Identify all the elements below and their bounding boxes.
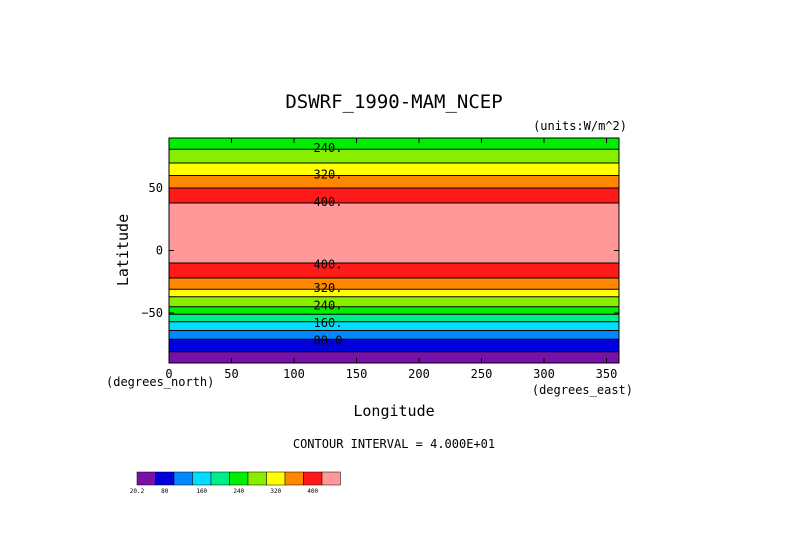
contour-band xyxy=(169,263,619,278)
colorbar-swatch xyxy=(192,471,212,486)
colorbar-label: 160 xyxy=(196,488,207,495)
contour-band xyxy=(169,296,619,307)
contour-band xyxy=(169,149,619,163)
contour-label: 400. xyxy=(314,195,343,209)
y-tick-label: 0 xyxy=(156,244,163,258)
contour-band xyxy=(169,330,619,340)
contour-band xyxy=(169,278,619,290)
contour-band xyxy=(169,289,619,297)
colorbar-label: 20.2 xyxy=(130,488,145,495)
y-tick-label: −50 xyxy=(141,306,163,320)
contour-label: 160. xyxy=(314,316,343,330)
contour-lines xyxy=(169,148,619,353)
colorbar-label: 320 xyxy=(270,488,281,495)
contour-label: 400. xyxy=(314,257,343,271)
contour-band xyxy=(169,339,619,352)
y-tick-label: 50 xyxy=(149,181,163,195)
x-tick-label: 150 xyxy=(346,367,368,381)
x-tick-label: 300 xyxy=(533,367,555,381)
x-tick-label: 250 xyxy=(471,367,493,381)
x-unit-label: (degrees_east) xyxy=(532,383,633,397)
colorbar-swatch xyxy=(173,471,193,486)
colorbar-swatch xyxy=(155,471,175,486)
contour-band xyxy=(169,138,619,150)
contour-label: 240. xyxy=(314,299,343,313)
x-tick-label: 50 xyxy=(224,367,238,381)
x-tick-label: 350 xyxy=(596,367,618,381)
contour-label: 240. xyxy=(314,141,343,155)
x-tick-label: 0 xyxy=(165,367,172,381)
chart-title: DSWRF_1990-MAM_NCEP xyxy=(285,91,502,113)
contour-band xyxy=(169,306,619,315)
contour-label: 80.0 xyxy=(314,334,343,348)
colorbar-label: 80 xyxy=(161,488,169,495)
y-unit-label: (degrees_north) xyxy=(106,375,214,389)
contour-bands xyxy=(169,138,619,363)
colorbar-swatch xyxy=(266,471,286,486)
contour-label: 320. xyxy=(314,167,343,181)
units-label: (units:W/m^2) xyxy=(533,119,627,133)
colorbar-label: 240 xyxy=(233,488,244,495)
y-axis: 50 0 −50 xyxy=(141,181,619,320)
contour-band xyxy=(169,175,619,188)
colorbar-swatch xyxy=(210,471,230,486)
contour-band xyxy=(169,351,619,363)
contour-band xyxy=(169,188,619,203)
contour-band xyxy=(169,321,619,331)
contour-band xyxy=(169,314,619,322)
colorbar-swatch xyxy=(321,471,341,486)
colorbar-swatch xyxy=(136,471,156,486)
colorbar: 20.2 80 160 240 320 400 xyxy=(130,471,341,495)
contour-interval-label: CONTOUR INTERVAL = 4.000E+01 xyxy=(293,437,495,451)
x-axis: 0 50 100 150 200 250 300 350 xyxy=(165,138,617,381)
colorbar-swatch xyxy=(247,471,267,486)
colorbar-swatch xyxy=(229,471,249,486)
contour-label: 320. xyxy=(314,281,343,295)
contour-labels: 240. 320. 400. 400. 320. 240. 160. 80.0 xyxy=(314,141,343,348)
x-tick-label: 100 xyxy=(283,367,305,381)
contour-band xyxy=(169,203,619,263)
x-axis-label: Longitude xyxy=(353,402,434,420)
colorbar-swatch xyxy=(303,471,323,486)
contour-band xyxy=(169,163,619,176)
y-axis-label: Latitude xyxy=(114,214,132,286)
x-tick-label: 200 xyxy=(408,367,430,381)
colorbar-swatch xyxy=(284,471,304,486)
colorbar-label: 400 xyxy=(307,488,318,495)
